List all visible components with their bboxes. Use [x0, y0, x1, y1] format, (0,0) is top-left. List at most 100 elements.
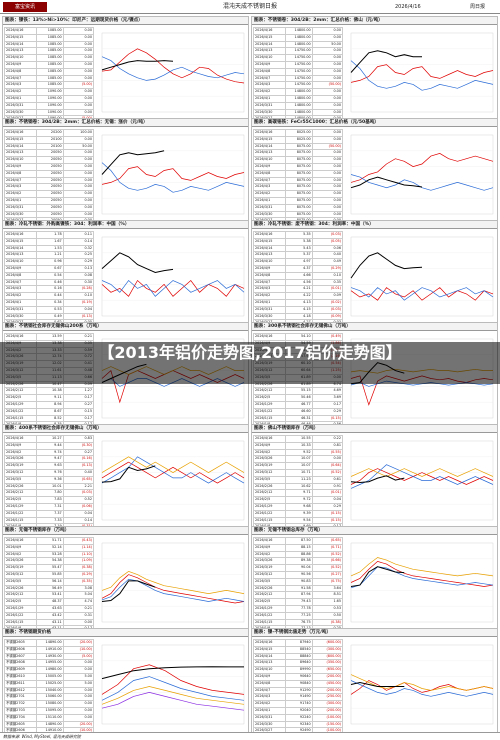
date-cell: 2026/4/14: [252, 652, 287, 661]
value-cell: 43.63: [36, 604, 64, 613]
series-line: [101, 252, 174, 274]
table-row: 2026/4/13 1085.00 0.00: [3, 47, 95, 56]
table-row: 2026/4/16 87940 (600.00): [252, 639, 344, 647]
date-cell: 2026/4/15: [3, 33, 38, 42]
value-cell: 1085.00: [36, 67, 64, 76]
panel-chart: [101, 542, 245, 623]
value-cell: 8075.00: [285, 156, 313, 164]
series-line: [101, 456, 245, 474]
date-cell: 2026/3/30: [252, 312, 287, 321]
panel-table: 2026/4/16 5.35 (0.03) 2026/4/15 5.38 (0.05) 20…: [252, 231, 344, 324]
table-row: 2026/4/8 8075.00 0.00: [252, 169, 344, 178]
date-cell: 2026/4/3: [252, 81, 287, 90]
date-cell: 2026/4/10: [252, 666, 287, 674]
series-line: [350, 468, 494, 485]
change-cell: (250.00): [311, 693, 344, 702]
panel-title: 图表：冷轧不锈钢：废不锈钢：304：利润率：中国（%）: [252, 221, 497, 229]
value-cell: 8075.00: [285, 176, 313, 185]
value-cell: 90840: [285, 679, 313, 688]
table-row: 2026/1/15 8.52 0.17: [3, 414, 95, 423]
table-row: 2026/4/13 14750.00 0.00: [252, 47, 344, 56]
change-cell: 0.00: [311, 156, 344, 164]
series-line: [101, 692, 245, 711]
table-row: 2026/1/15 9.54 (0.15): [252, 516, 344, 525]
date-cell: 2026/4/9: [252, 543, 287, 552]
value-cell: 87.94: [285, 591, 313, 600]
value-cell: 55.15: [285, 387, 313, 396]
change-cell: (0.55): [311, 448, 344, 457]
change-cell: (0.28): [62, 285, 95, 294]
table-row: 2026/4/7 8075.00 0.00: [252, 176, 344, 185]
date-cell: 2026/3/12: [252, 570, 287, 579]
date-cell: 2026/1/15: [252, 516, 287, 525]
change-cell: (0.52): [311, 468, 344, 477]
value-cell: 14980.00: [36, 666, 64, 674]
table-row: 2026/4/7 14750.00 0.00: [252, 74, 344, 83]
value-cell: 8025.00: [285, 129, 313, 137]
date-cell: 2026/1/22: [3, 407, 38, 416]
value-cell: 9.72: [285, 496, 313, 504]
date-cell: 2026/3/30: [252, 720, 287, 729]
value-cell: 8075.00: [285, 190, 313, 198]
date-cell: 2026/2/26: [252, 584, 287, 593]
value-cell: 14800.00: [285, 108, 313, 117]
value-cell: 5.38: [285, 237, 313, 246]
date-cell: 2026/3/12: [3, 570, 38, 579]
value-cell: 4.56: [285, 278, 313, 287]
date-cell: 2026/3/26: [3, 557, 38, 566]
table-row: 2026/2/26 91.58 3.64: [252, 584, 344, 593]
change-cell: 0.08: [62, 271, 95, 280]
value-cell: 1085.00: [36, 81, 64, 90]
value-cell: 88840: [285, 652, 313, 661]
change-cell: 0.00: [311, 183, 344, 192]
data-source-footer: 数据来源: Wind, MySteel, 混沌天成研究院: [0, 732, 500, 740]
value-cell: 14930.00: [36, 652, 64, 661]
value-cell: 9.76: [36, 468, 64, 477]
change-cell: (1.10): [62, 550, 95, 559]
date-cell: 2026/4/9: [252, 672, 287, 681]
table-row: 2026/3/30 92340 (150.00): [252, 720, 344, 729]
date-cell: 2026/4/1: [252, 298, 287, 307]
value-cell: 7.80: [36, 489, 64, 498]
value-cell: 9.11: [36, 394, 64, 402]
change-cell: (0.13): [62, 462, 95, 470]
series-line: [101, 60, 174, 71]
value-cell: 8.67: [36, 407, 64, 416]
series-line: [350, 60, 494, 91]
panel-chart: [350, 236, 494, 317]
date-cell: 2026/2/5: [3, 598, 38, 606]
table-row: 2026/3/31 8075.00 0.00: [252, 203, 344, 212]
date-cell: 2026/1/15: [3, 414, 38, 423]
change-cell: (50.00): [311, 81, 344, 90]
value-cell: 7.31: [36, 502, 64, 511]
table-row: 2026/4/14 1085.00 0.00: [3, 40, 95, 49]
table-row: 2026/4/8 90840 (450.00): [252, 679, 344, 688]
report-panel: 图表：高碳铬铁：FeCr55C1000：汇总价格（元/50基吨） 2026/4/1…: [251, 118, 498, 223]
table-row: 2026/4/15 8025.00 0.00: [252, 135, 344, 144]
table-row: 不锈钢2605 14890.00 (20.00): [3, 639, 95, 647]
table-row: 2026/4/16 51.71 (0.43): [3, 537, 95, 545]
date-cell: 2026/3/27: [252, 727, 287, 732]
table-row: 2026/4/16 14800.00 0.00: [252, 27, 344, 35]
date-cell: 2026/4/16: [252, 27, 287, 35]
change-cell: (0.09): [311, 312, 344, 321]
value-cell: 89.38: [285, 557, 313, 566]
brand-logo: 富宝资讯: [3, 2, 47, 12]
value-cell: 14800.00: [285, 101, 313, 110]
value-cell: 8075.00: [285, 210, 313, 219]
value-cell: 50.46: [285, 394, 313, 402]
value-cell: 14800.00: [285, 88, 313, 96]
change-cell: 0.00: [62, 183, 95, 192]
date-cell: 不锈钢2612: [3, 686, 38, 695]
table-row: 2026/4/9 90640 (200.00): [252, 672, 344, 681]
change-cell: 0.27: [62, 400, 95, 409]
table-row: 2026/2/5 48.37 4.74: [3, 598, 95, 606]
date-cell: 2026/1/22: [252, 509, 287, 518]
date-cell: 2026/3/19: [3, 462, 38, 470]
change-cell: 0.00: [62, 149, 95, 158]
date-cell: 2026/4/2: [3, 190, 38, 198]
change-cell: (10.00): [62, 727, 95, 732]
date-cell: 2026/4/13: [252, 149, 287, 158]
change-cell: 0.00: [62, 203, 95, 212]
plot-frame: [350, 542, 494, 623]
